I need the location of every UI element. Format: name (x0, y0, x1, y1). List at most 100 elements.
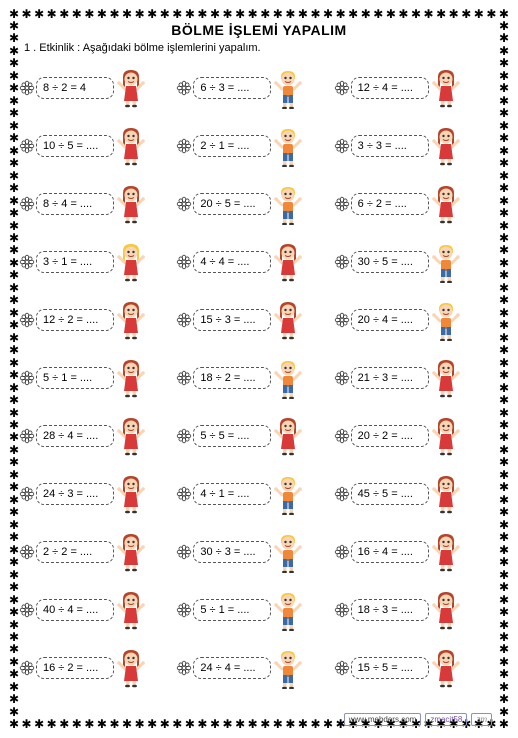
border-star: ✱ (234, 718, 246, 730)
border-star: ✱ (8, 581, 20, 593)
border-star: ✱ (121, 718, 133, 730)
flower-icon (175, 485, 193, 503)
border-star: ✱ (310, 718, 322, 730)
problem-cell: 18 ÷ 2 = .... (181, 350, 336, 406)
border-star: ✱ (8, 469, 20, 481)
border-star: ✱ (423, 8, 435, 20)
division-problem: 24 ÷ 3 = .... (36, 483, 114, 505)
border-star: ✱ (8, 32, 20, 44)
border-star: ✱ (297, 8, 309, 20)
border-star: ✱ (8, 706, 20, 718)
problem-cell: 18 ÷ 3 = .... (339, 582, 494, 638)
border-star: ✱ (196, 718, 208, 730)
border-star: ✱ (8, 394, 20, 406)
problem-cell: 8 ÷ 2 = 4 (24, 60, 179, 116)
problem-cell: 24 ÷ 3 = .... (24, 466, 179, 522)
division-problem: 20 ÷ 2 = .... (351, 425, 429, 447)
problems-grid: 8 ÷ 2 = 4 6 ÷ 3 = .... (24, 60, 494, 696)
border-star: ✱ (498, 344, 510, 356)
problem-cell: 3 ÷ 3 = .... (339, 118, 494, 174)
flower-icon (18, 195, 36, 213)
border-star: ✱ (460, 8, 472, 20)
division-problem: 3 ÷ 3 = .... (351, 135, 429, 157)
flower-icon (333, 137, 351, 155)
border-star: ✱ (96, 718, 108, 730)
border-star: ✱ (222, 8, 234, 20)
division-problem: 18 ÷ 2 = .... (193, 367, 271, 389)
flower-icon (333, 659, 351, 677)
border-star: ✱ (8, 294, 20, 306)
border-star: ✱ (498, 681, 510, 693)
border-star: ✱ (8, 269, 20, 281)
border-star: ✱ (498, 693, 510, 705)
border-star: ✱ (71, 8, 83, 20)
border-star: ✱ (8, 57, 20, 69)
division-problem: 40 ÷ 4 = .... (36, 599, 114, 621)
border-star: ✱ (8, 232, 20, 244)
problem-cell: 21 ÷ 3 = .... (339, 350, 494, 406)
border-star: ✱ (498, 207, 510, 219)
border-star: ✱ (498, 419, 510, 431)
division-problem: 4 ÷ 1 = .... (193, 483, 271, 505)
problem-row: 12 ÷ 2 = .... 15 ÷ 3 = .... (24, 292, 494, 348)
border-star: ✱ (209, 718, 221, 730)
child-character (273, 124, 303, 168)
child-character (116, 356, 146, 400)
child-character (116, 530, 146, 574)
border-star: ✱ (498, 407, 510, 419)
border-star: ✱ (498, 431, 510, 443)
child-character (273, 356, 303, 400)
problem-cell: 30 ÷ 5 = .... (339, 234, 494, 290)
problem-cell: 15 ÷ 5 = .... (339, 640, 494, 696)
problem-cell: 24 ÷ 4 = .... (181, 640, 336, 696)
border-star: ✱ (360, 8, 372, 20)
flower-icon (18, 427, 36, 445)
problem-row: 3 ÷ 1 = .... 4 ÷ 4 = .... (24, 234, 494, 290)
division-problem: 6 ÷ 2 = .... (351, 193, 429, 215)
problem-cell: 40 ÷ 4 = .... (24, 582, 179, 638)
border-star: ✱ (96, 8, 108, 20)
problem-cell: 12 ÷ 2 = .... (24, 292, 179, 348)
flower-icon (175, 543, 193, 561)
border-star: ✱ (498, 32, 510, 44)
problem-cell: 10 ÷ 5 = .... (24, 118, 179, 174)
border-star: ✱ (498, 45, 510, 57)
border-star: ✱ (498, 307, 510, 319)
border-star: ✱ (297, 718, 309, 730)
division-problem: 10 ÷ 5 = .... (36, 135, 114, 157)
border-star: ✱ (498, 569, 510, 581)
flower-icon (333, 485, 351, 503)
child-character (116, 66, 146, 110)
problem-cell: 3 ÷ 1 = .... (24, 234, 179, 290)
border-star: ✱ (498, 556, 510, 568)
child-character (116, 472, 146, 516)
child-character (431, 182, 461, 226)
child-character (273, 298, 303, 342)
division-problem: 5 ÷ 5 = .... (193, 425, 271, 447)
child-character (116, 298, 146, 342)
problem-row: 16 ÷ 2 = .... 24 ÷ 4 = .... (24, 640, 494, 696)
problem-row: 8 ÷ 2 = 4 6 ÷ 3 = .... (24, 60, 494, 116)
border-star: ✱ (498, 244, 510, 256)
border-star: ✱ (8, 170, 20, 182)
border-star: ✱ (8, 407, 20, 419)
border-star: ✱ (8, 107, 20, 119)
division-problem: 2 ÷ 1 = .... (193, 135, 271, 157)
problem-cell: 16 ÷ 4 = .... (339, 524, 494, 580)
border-star: ✱ (498, 394, 510, 406)
border-star: ✱ (159, 8, 171, 20)
flower-icon (18, 253, 36, 271)
flower-icon (175, 253, 193, 271)
flower-icon (18, 659, 36, 677)
border-star: ✱ (8, 643, 20, 655)
border-star: ✱ (498, 631, 510, 643)
division-problem: 30 ÷ 5 = .... (351, 251, 429, 273)
problem-cell: 6 ÷ 3 = .... (181, 60, 336, 116)
child-character (116, 124, 146, 168)
problem-row: 2 ÷ 2 = .... 30 ÷ 3 = .... (24, 524, 494, 580)
child-character (273, 472, 303, 516)
problem-cell: 20 ÷ 5 = .... (181, 176, 336, 232)
border-star: ✱ (498, 656, 510, 668)
child-character (273, 182, 303, 226)
child-character (431, 646, 461, 690)
